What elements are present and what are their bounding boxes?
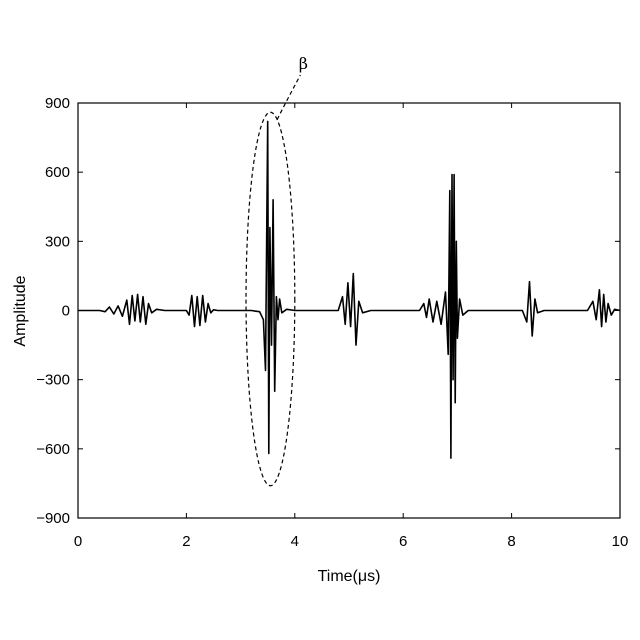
x-axis-label: Time(μs) (318, 568, 381, 585)
x-tick-label: 4 (291, 533, 299, 550)
y-tick-label: 300 (45, 233, 70, 250)
annotation-beta-label: β (299, 54, 308, 73)
y-tick-label: 600 (45, 164, 70, 181)
annotations: β (246, 54, 308, 486)
annotation-leader (277, 75, 300, 120)
x-tick-label: 6 (399, 533, 407, 550)
y-tick-label: 0 (62, 303, 70, 320)
x-tick-label: 2 (182, 533, 190, 550)
y-tick-label: −900 (36, 510, 70, 527)
series-line (78, 121, 620, 458)
y-tick-label: 900 (45, 95, 70, 112)
x-tick-label: 0 (74, 533, 82, 550)
x-tick-label: 10 (612, 533, 629, 550)
y-axis-label: Amplitude (12, 275, 29, 346)
x-tick-label: 8 (507, 533, 515, 550)
y-tick-label: −600 (36, 441, 70, 458)
y-tick-label: −300 (36, 372, 70, 389)
